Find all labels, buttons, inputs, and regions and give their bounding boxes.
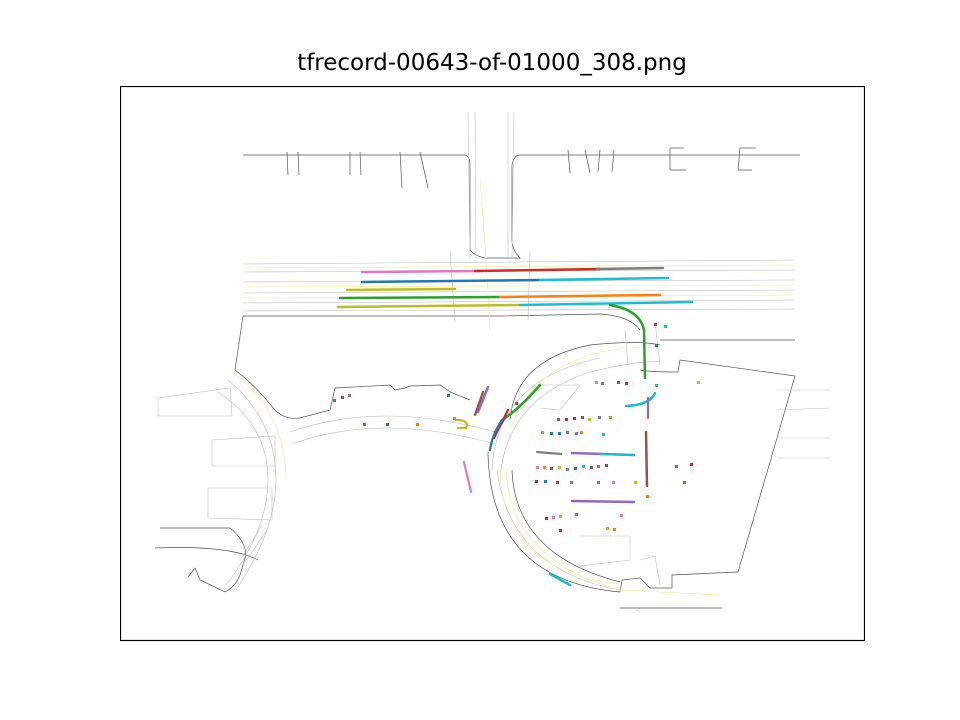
plot-area [120,86,865,642]
agent-marker [543,466,546,469]
agent-marker [601,382,604,385]
static-agents [333,323,700,532]
agent-marker [333,399,336,402]
trajectory [338,295,502,300]
agent-marker [697,381,700,384]
lane-lines [157,111,831,613]
agent-marker [620,514,623,517]
agent-marker [590,466,593,469]
road-edges [154,147,800,609]
agent-marker [566,468,569,471]
agent-marker [588,418,591,421]
agent-marker [613,528,616,531]
agent-marker [605,464,608,467]
agent-marker [597,481,600,484]
agent-marker [536,466,539,469]
agent-marker [581,416,584,419]
agent-marker [646,495,649,498]
trajectory [570,499,636,504]
trajectory [595,266,665,271]
agent-marker [606,527,609,530]
trajectory [548,572,572,587]
trajectory [608,303,647,380]
agent-marker [447,394,450,397]
agent-marker [625,382,628,385]
agent-marker [566,431,569,434]
agent-marker [363,423,366,426]
trajectory [360,269,482,274]
agent-marker [634,481,637,484]
agent-marker [558,466,561,469]
agent-marker [690,463,693,466]
agent-marker [541,431,544,434]
agent-marker [655,344,658,347]
center-lines [231,179,796,596]
agent-marker [582,465,585,468]
trajectory [644,430,649,488]
agent-marker [612,481,615,484]
agent-marker [515,402,518,405]
agent-marker [544,480,547,483]
trajectory [473,390,485,417]
agent-marker [664,325,667,328]
agent-marker [597,465,600,468]
trajectory [498,293,662,299]
agent-marker [348,394,351,397]
trajectory [476,385,490,414]
trajectory [598,452,636,457]
agent-marker [655,384,658,387]
agent-trajectories [336,266,694,587]
agent-marker [570,481,573,484]
trajectory [492,408,510,440]
trajectory [535,450,563,456]
agent-marker [559,529,562,532]
agent-marker [341,396,344,399]
agent-marker [580,431,583,434]
agent-marker [545,517,548,520]
trajectory [538,276,670,282]
agent-marker [557,418,560,421]
agent-marker [602,433,605,436]
agent-marker [675,465,678,468]
axes-frame [120,86,865,642]
agent-marker [574,467,577,470]
figure-title: tfrecord-00643-of-01000_308.png [297,50,687,76]
agent-marker [558,432,561,435]
agent-marker [556,481,559,484]
trajectory [336,303,522,309]
trajectory [345,287,457,292]
agent-marker [386,423,389,426]
agent-marker [575,432,578,435]
agent-marker [609,416,612,419]
agent-marker [550,467,553,470]
agent-marker [559,515,562,518]
agent-marker [598,416,601,419]
agent-marker [552,516,555,519]
agent-marker [453,417,456,420]
trajectory [454,418,468,430]
trajectory [624,391,657,408]
agent-marker [617,381,620,384]
agent-marker [535,480,538,483]
trajectory [518,300,694,307]
agent-marker [683,481,686,484]
trajectory [488,418,504,452]
agent-marker [573,417,576,420]
agent-marker [550,432,553,435]
agent-marker [595,381,598,384]
trajectory [473,267,602,273]
agent-marker [575,513,578,516]
trajectory [360,278,542,284]
agent-marker [416,423,419,426]
trajectory [462,460,473,494]
agent-marker [565,418,568,421]
agent-marker [654,323,657,326]
